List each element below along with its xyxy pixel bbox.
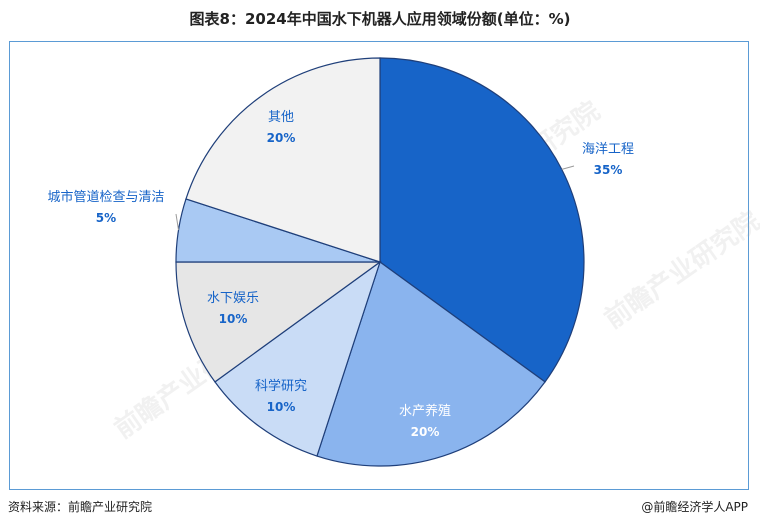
pie-slice xyxy=(214,260,382,457)
slice-name: 水下娱乐 xyxy=(206,291,260,306)
chart-title: 图表8：2024年中国水下机器人应用领域份额(单位：%) xyxy=(189,10,571,28)
slice-percent: 5% xyxy=(95,211,117,225)
slice-name: 海洋工程 xyxy=(581,142,635,157)
slice-label: 水下娱乐 10% xyxy=(207,289,259,329)
slice-label: 其他 20% xyxy=(267,108,296,148)
slice-label: 海洋工程 35% xyxy=(582,140,634,180)
slice-percent: 20% xyxy=(266,131,296,145)
pie-slice xyxy=(175,261,382,383)
leader-line xyxy=(175,213,180,231)
pie-slice xyxy=(316,261,546,467)
leader-line xyxy=(561,165,575,170)
pie-slice xyxy=(185,57,381,263)
slice-percent: 20% xyxy=(410,425,440,439)
slice-label: 科学研究 10% xyxy=(255,377,307,417)
slice-percent: 10% xyxy=(218,312,248,326)
pie-slice xyxy=(379,57,585,383)
slice-label: 城市管道检查与清洁 5% xyxy=(47,188,164,228)
slice-percent: 35% xyxy=(593,163,623,177)
credit-note: @前瞻经济学人APP xyxy=(641,500,748,514)
slice-name: 城市管道检查与清洁 xyxy=(47,190,165,205)
slice-name: 科学研究 xyxy=(254,379,308,394)
slice-name: 水产养殖 xyxy=(398,404,452,419)
slice-label: 水产养殖 20% xyxy=(399,402,451,442)
source-note: 资料来源：前瞻产业研究院 xyxy=(8,500,153,514)
slice-name: 其他 xyxy=(267,110,295,125)
slice-percent: 10% xyxy=(266,400,296,414)
